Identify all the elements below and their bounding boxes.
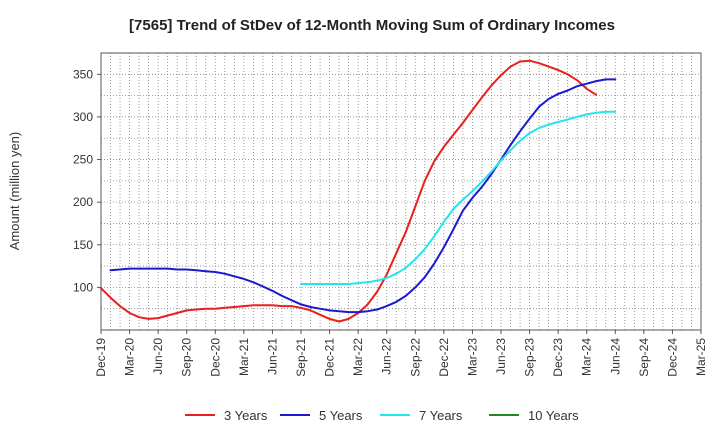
x-tick-label: Mar-22 [351, 338, 365, 376]
y-tick-label: 100 [73, 280, 93, 294]
x-tick-label: Dec-23 [551, 338, 565, 377]
plot-lines [100, 59, 617, 323]
x-tick-label: Sep-21 [294, 338, 308, 377]
legend-item: 7 Years [380, 408, 463, 423]
x-tick-label: Dec-24 [665, 338, 679, 377]
plot-area-frame [100, 52, 702, 331]
chart-title: [7565] Trend of StDev of 12-Month Moving… [129, 17, 615, 34]
x-tick-label: Sep-24 [637, 338, 651, 377]
y-axis-ticks: 100 150 200 250 300 350 [73, 67, 101, 294]
x-tick-label: Mar-20 [123, 338, 137, 376]
x-tick-label: Jun-21 [265, 338, 279, 375]
series-line-5-years [109, 78, 617, 314]
legend-item: 10 Years [489, 408, 579, 423]
y-tick-label: 350 [73, 67, 93, 81]
legend-label: 10 Years [528, 408, 579, 423]
legend-item: 3 Years [185, 408, 268, 423]
x-tick-label: Mar-23 [465, 338, 479, 376]
x-tick-label: Dec-22 [437, 338, 451, 377]
x-tick-label: Jun-24 [608, 338, 622, 375]
x-tick-label: Dec-21 [323, 338, 337, 377]
x-tick-label: Dec-19 [94, 338, 108, 377]
x-tick-label: Sep-20 [180, 338, 194, 377]
legend-item: 5 Years [280, 408, 363, 423]
legend-label: 3 Years [224, 408, 268, 423]
y-tick-label: 300 [73, 110, 93, 124]
series-line-7-years [300, 110, 617, 285]
x-axis-ticks: Dec-19 Mar-20 Jun-20 Sep-20 Dec-20 Mar-21 Jun-… [94, 330, 708, 377]
grid-lines [100, 53, 702, 330]
x-tick-label: Jun-22 [380, 338, 394, 375]
x-tick-label: Dec-20 [208, 338, 222, 377]
x-tick-label: Mar-24 [580, 338, 594, 376]
legend-label: 5 Years [319, 408, 363, 423]
x-tick-label: Sep-22 [408, 338, 422, 377]
legend-label: 7 Years [419, 408, 463, 423]
x-tick-label: Sep-23 [523, 338, 537, 377]
legend: 3 Years 5 Years 7 Years 10 Years [185, 408, 579, 423]
y-tick-label: 200 [73, 195, 93, 209]
x-tick-label: Mar-25 [694, 338, 708, 376]
y-axis-label: Amount (million yen) [7, 132, 22, 251]
x-tick-label: Mar-21 [237, 338, 251, 376]
y-tick-label: 150 [73, 238, 93, 252]
x-tick-label: Jun-20 [151, 338, 165, 375]
series-line-3-years [100, 59, 598, 323]
x-tick-label: Jun-23 [494, 338, 508, 375]
y-tick-label: 250 [73, 153, 93, 167]
